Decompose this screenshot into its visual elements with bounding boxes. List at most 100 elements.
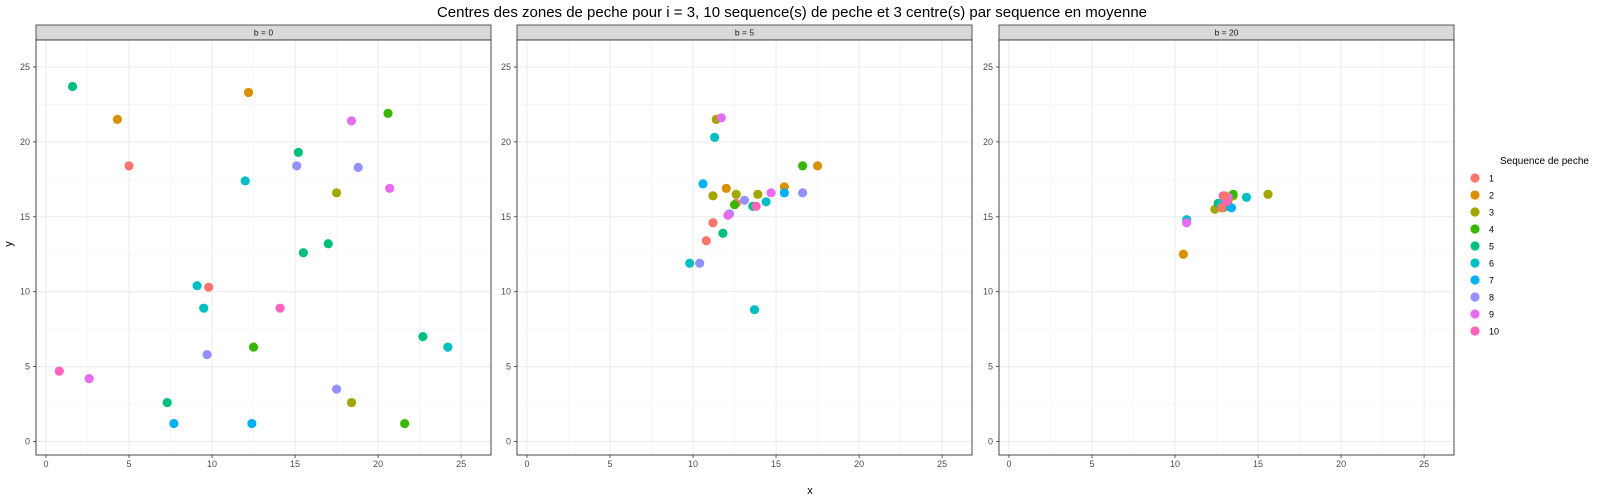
legend-key [1470, 275, 1480, 285]
data-point-series-5 [418, 332, 428, 342]
data-point-series-8 [202, 350, 212, 360]
y-tick-label: 20 [20, 137, 30, 147]
y-tick-label: 5 [25, 362, 30, 372]
y-tick-label: 15 [20, 212, 30, 222]
data-point-series-2 [1178, 249, 1188, 259]
legend-label: 10 [1489, 327, 1499, 337]
data-point-series-5 [323, 239, 333, 249]
data-point-series-7 [247, 418, 257, 429]
legend-item: 7 [1470, 275, 1494, 286]
legend-label: 6 [1489, 259, 1494, 269]
y-tick-label: 20 [501, 137, 511, 147]
data-point-series-1 [204, 282, 214, 292]
legend-label: 3 [1489, 208, 1494, 218]
y-tick-label: 0 [25, 437, 30, 447]
facet-panel: b = 5 0 5 10 15 20 25 0 5 10 15 20 25 [501, 24, 973, 469]
legend-label: 7 [1489, 276, 1494, 286]
data-point-series-6 [749, 305, 760, 315]
data-point-series-6 [685, 258, 695, 268]
y-tick-label: 15 [983, 212, 993, 222]
x-tick-label: 0 [524, 459, 529, 469]
data-point-series-3 [346, 397, 357, 408]
y-tick-label: 25 [20, 62, 30, 72]
x-tick-label: 15 [1253, 459, 1263, 469]
panel-border [998, 39, 1455, 456]
x-tick-label: 0 [43, 459, 48, 469]
legend-key [1470, 190, 1480, 200]
data-point-series-9 [716, 113, 726, 123]
data-point-series-9 [723, 210, 733, 220]
data-point-series-8 [695, 258, 705, 268]
panel-background [36, 40, 491, 455]
legend-key [1470, 292, 1480, 302]
y-tick-label: 5 [506, 362, 511, 372]
data-point-series-9 [385, 183, 395, 193]
legend-key [1470, 241, 1480, 251]
data-point-series-1 [1216, 203, 1227, 213]
data-point-series-9 [766, 188, 776, 198]
data-point-series-1 [701, 236, 711, 246]
y-tick-label: 25 [983, 62, 993, 72]
data-point-series-2 [721, 183, 731, 193]
data-point-series-8 [331, 384, 342, 394]
data-point-series-4 [248, 342, 259, 352]
legend-item: 4 [1470, 224, 1494, 235]
data-point-series-7 [779, 188, 789, 198]
data-point-series-10 [275, 303, 285, 313]
legend-item: 5 [1470, 241, 1494, 252]
panel-background [999, 40, 1454, 455]
legend-item: 8 [1470, 292, 1494, 303]
legend-label: 8 [1489, 293, 1494, 303]
data-point-series-3 [1263, 189, 1273, 199]
legend-item: 10 [1470, 326, 1499, 337]
data-point-series-5 [293, 147, 303, 157]
legend-title: Sequence de peche [1500, 156, 1589, 167]
data-point-series-7 [169, 418, 179, 429]
data-point-series-6 [192, 281, 202, 291]
data-point-series-10 [54, 366, 64, 376]
legend-key [1470, 224, 1480, 234]
facet-strip-label: b = 0 [254, 28, 273, 38]
panel-background [517, 40, 972, 455]
data-point-series-8 [292, 161, 302, 171]
legend-label: 2 [1489, 191, 1494, 201]
data-point-series-9 [1182, 218, 1192, 228]
x-tick-label: 10 [688, 459, 698, 469]
data-point-series-9 [346, 116, 357, 126]
data-point-series-1 [1220, 191, 1230, 201]
y-tick-label: 10 [20, 287, 30, 297]
x-tick-label: 25 [456, 459, 466, 469]
y-tick-label: 20 [983, 137, 993, 147]
data-point-series-6 [199, 303, 209, 313]
legend-label: 1 [1489, 174, 1494, 184]
panel-border [516, 39, 973, 456]
panel-border [35, 39, 492, 456]
data-point-series-10 [751, 201, 761, 211]
x-tick-label: 10 [1170, 459, 1180, 469]
legend-key [1470, 258, 1480, 268]
data-point-series-2 [812, 161, 823, 171]
data-point-series-7 [698, 179, 708, 189]
x-tick-label: 20 [373, 459, 383, 469]
data-point-series-1 [708, 218, 718, 228]
x-tick-label: 15 [290, 459, 300, 469]
y-tick-label: 0 [988, 437, 993, 447]
x-tick-label: 20 [1336, 459, 1346, 469]
legend-label: 9 [1489, 310, 1494, 320]
data-point-series-8 [798, 188, 808, 198]
facet-strip-label: b = 20 [1215, 28, 1239, 38]
x-tick-label: 5 [607, 459, 612, 469]
y-tick-label: 10 [983, 287, 993, 297]
data-point-series-3 [731, 189, 741, 199]
legend-item: 6 [1470, 258, 1494, 269]
y-tick-label: 5 [988, 362, 993, 372]
y-tick-label: 15 [501, 212, 511, 222]
x-axis-title: x [807, 485, 813, 497]
legend: Sequence de peche 1 2 3 4 5 6 7 8 9 10 [1470, 156, 1589, 337]
data-point-series-6 [710, 132, 720, 142]
y-tick-label: 0 [506, 437, 511, 447]
data-point-series-4 [383, 108, 393, 119]
data-point-series-3 [708, 191, 718, 201]
facet-panel: b = 20 0 5 10 15 20 25 0 5 10 15 20 25 [983, 24, 1455, 469]
